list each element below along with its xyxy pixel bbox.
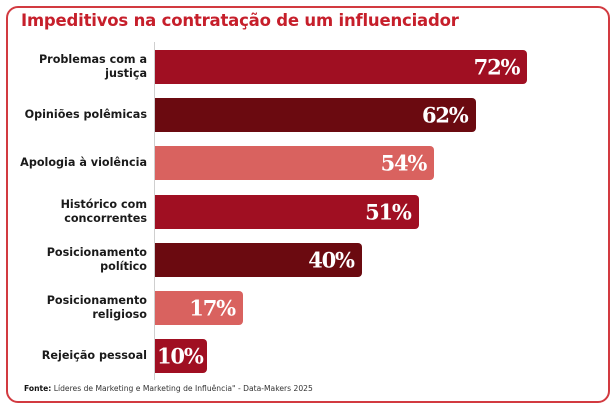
bar: 10%: [155, 339, 207, 374]
bar: 51%: [155, 194, 419, 229]
bar: 72%: [155, 50, 528, 84]
source-note: Fonte: Líderes de Marketing e Marketing …: [24, 384, 313, 393]
bar: 62%: [155, 98, 476, 133]
bar-row: Apologia à violência 54%: [0, 146, 616, 181]
data-label: 40%: [308, 247, 355, 273]
chart-title: Impeditivos na contratação de um influen…: [21, 11, 459, 30]
bar-row: Posicionamento político 40%: [0, 242, 616, 277]
y-axis-line: [154, 42, 155, 380]
data-label: 17%: [189, 295, 236, 321]
category-label: Apologia à violência: [20, 156, 147, 170]
category-label: Posicionamento religioso: [46, 294, 147, 321]
bar-row: Histórico com concorrentes 51%: [0, 194, 616, 229]
bar: 40%: [155, 242, 362, 277]
bar-row: Problemas com a justiça 72%: [0, 50, 616, 84]
category-label: Histórico com concorrentes: [60, 197, 147, 225]
category-label: Opiniões polêmicas: [24, 108, 147, 122]
bar-row: Opiniões polêmicas 62%: [0, 98, 616, 133]
data-label: 62%: [421, 102, 469, 128]
bar-row: Posicionamento religioso 17%: [0, 291, 616, 325]
category-label: Rejeição pessoal: [41, 349, 147, 363]
bar: 54%: [155, 146, 435, 181]
bar: 17%: [155, 291, 243, 325]
bar-row: Rejeição pessoal 10%: [0, 339, 616, 374]
data-label: 54%: [380, 150, 428, 176]
data-label: 51%: [365, 199, 412, 225]
category-label: Posicionamento político: [46, 245, 147, 273]
data-label: 72%: [473, 54, 521, 80]
category-label: Problemas com a justiça: [38, 53, 147, 80]
source-text: Líderes de Marketing e Marketing de Infl…: [51, 384, 313, 393]
source-label: Fonte:: [24, 384, 52, 393]
data-label: 10%: [157, 343, 204, 369]
